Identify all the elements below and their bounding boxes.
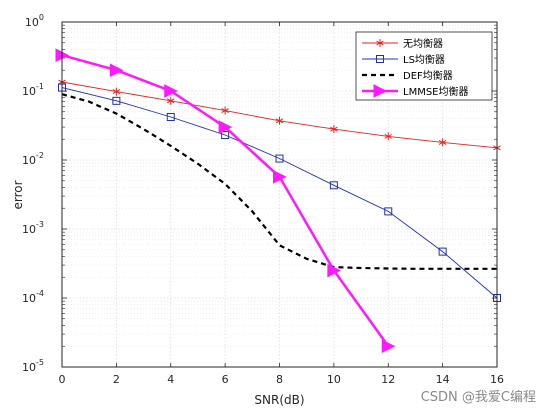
square-marker [112, 96, 121, 105]
legend-entry: LMMSE均衡器 [362, 84, 469, 98]
legend-entry: DEF均衡器 [362, 70, 453, 82]
legend-label: 无均衡器 [403, 38, 443, 50]
x-tick-label: 6 [222, 373, 229, 386]
x-tick-label: 10 [327, 373, 341, 386]
y-tick-label: 10-3 [22, 220, 44, 236]
triangle-marker [109, 63, 124, 78]
triangle-marker [381, 339, 396, 354]
x-tick-label: 8 [276, 373, 283, 386]
y-tick-label: 10-1 [22, 82, 44, 98]
asterisk-marker [275, 116, 284, 125]
axes-box [61, 21, 498, 368]
x-tick-label: 4 [167, 373, 174, 386]
x-tick-label: 14 [436, 373, 450, 386]
asterisk-marker [221, 106, 229, 115]
y-tick-label: 10-5 [22, 358, 44, 374]
series-3 [55, 48, 396, 354]
square-marker [438, 247, 447, 256]
legend-label: LMMSE均衡器 [403, 86, 469, 98]
y-tick-label: 100 [25, 13, 44, 29]
x-tick-label: 2 [113, 373, 120, 386]
x-tick-labels: 0 2 4 6 8 10 12 14 16 [59, 373, 505, 386]
x-tick-label: 16 [490, 373, 504, 386]
y-axis-label: error [11, 180, 25, 209]
legend-label: LS均衡器 [403, 54, 445, 66]
legend-label: DEF均衡器 [403, 70, 453, 82]
asterisk-marker [330, 125, 338, 134]
square-marker [329, 181, 338, 190]
x-tick-label: 12 [381, 373, 395, 386]
x-axis-label: SNR(dB) [254, 393, 304, 407]
legend-entry: 无均衡器 [362, 38, 443, 50]
triangle-marker [164, 84, 178, 98]
square-marker [376, 55, 384, 63]
square-marker [275, 154, 284, 163]
x-tick-label: 0 [59, 373, 66, 386]
asterisk-marker [112, 87, 121, 96]
y-tick-labels: 10-5 10-4 10-3 10-2 10-1 100 [22, 13, 44, 374]
square-marker [384, 207, 393, 216]
legend-entry: LS均衡器 [362, 54, 445, 66]
triangle-marker [327, 263, 341, 278]
legend: 无均衡器 LS均衡器 DEF均衡器 LMMSE均衡器 [355, 31, 493, 101]
asterisk-marker [167, 96, 175, 105]
axis-ticks [61, 21, 498, 368]
square-marker [166, 112, 175, 121]
triangle-marker [273, 170, 287, 184]
triangle-marker [373, 84, 388, 98]
y-tick-label: 10-4 [22, 289, 44, 305]
asterisk-marker [376, 39, 384, 47]
y-tick-label: 10-2 [22, 151, 44, 167]
asterisk-marker [438, 138, 447, 147]
square-marker [221, 131, 230, 140]
watermark: CSDN @我爱C编程 [420, 390, 536, 405]
asterisk-marker [384, 132, 392, 141]
series-line [61, 87, 498, 299]
triangle-marker [218, 120, 233, 134]
